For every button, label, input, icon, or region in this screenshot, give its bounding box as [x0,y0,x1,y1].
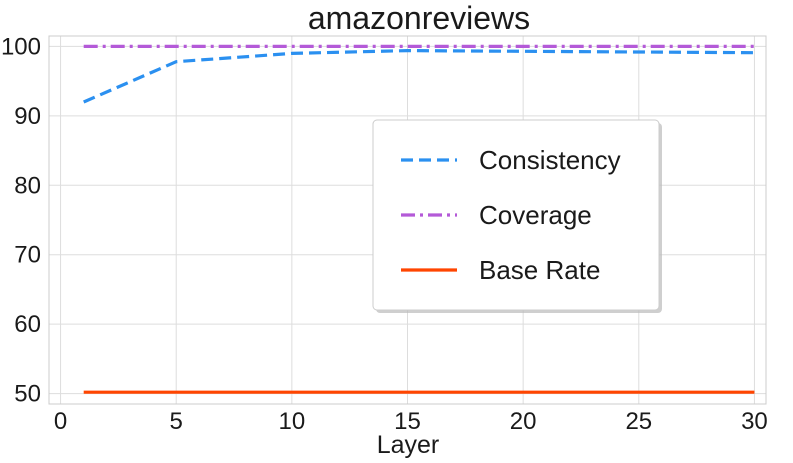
x-tick-label: 25 [625,408,652,435]
y-tick-label: 80 [14,172,41,199]
x-tick-labels: 0 5 10 15 20 25 30 [54,408,768,435]
x-tick-label: 10 [279,408,306,435]
legend-label-coverage: Coverage [479,200,592,230]
x-tick-label: 20 [510,408,537,435]
y-tick-labels: 50 60 70 80 90 100 [1,33,41,407]
series-line-consistency [83,48,755,104]
x-tick-label: 15 [394,408,421,435]
y-tick-label: 70 [14,242,41,269]
y-tick-label: 100 [1,33,41,60]
plot-frame [48,35,767,405]
x-axis-title: Layer [377,431,440,459]
legend-label-consistency: Consistency [479,145,621,175]
y-tick-label: 90 [14,103,41,130]
legend: Consistency Coverage Base Rate [372,119,662,313]
chart-title: amazonreviews [308,0,530,36]
legend-box [372,119,660,311]
legend-label-base-rate: Base Rate [479,255,600,285]
x-tick-label: 30 [741,408,768,435]
series-lines [83,44,755,394]
y-tick-label: 50 [14,381,41,408]
x-tick-label: 0 [54,408,67,435]
y-tick-label: 60 [14,311,41,338]
x-tick-label: 5 [170,408,183,435]
